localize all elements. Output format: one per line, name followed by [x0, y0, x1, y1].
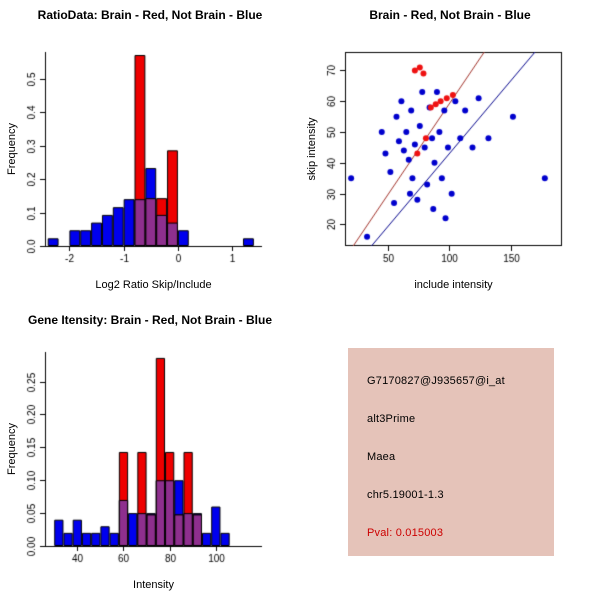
ratio-histogram-ylabel: Frequency	[6, 123, 18, 175]
ratio-histogram-xlabel: Log2 Ratio Skip/Include	[95, 279, 212, 291]
intensity-scatter-canvas	[300, 0, 600, 300]
gene-intensity-histogram-ylabel: Frequency	[6, 423, 18, 475]
chromosome-location-text: chr5.19001-1.3	[367, 489, 444, 501]
ratio-histogram-canvas	[0, 0, 300, 300]
gene-intensity-histogram-canvas	[0, 300, 300, 600]
intensity-scatter-title: Brain - Red, Not Brain - Blue	[369, 8, 531, 22]
panel-gene-info: G7170827@J935657@i_at alt3Prime Maea chr…	[300, 300, 600, 600]
panel-intensity-scatter: Brain - Red, Not Brain - Blue skip inten…	[300, 0, 600, 300]
pval-text: Pval: 0.015003	[367, 527, 444, 539]
gene-intensity-histogram-xlabel: Intensity	[133, 579, 174, 591]
panel-ratio-histogram: RatioData: Brain - Red, Not Brain - Blue…	[0, 0, 300, 300]
panel-gene-intensity-histogram: Gene Itensity: Brain - Red, Not Brain - …	[0, 300, 300, 600]
gene-info-box: G7170827@J935657@i_at alt3Prime Maea chr…	[348, 348, 554, 556]
intensity-scatter-xlabel: include intensity	[414, 279, 493, 291]
splice-type-text: alt3Prime	[367, 413, 416, 425]
intensity-scatter-ylabel: skip intensity	[306, 117, 318, 181]
probe-id-text: G7170827@J935657@i_at	[367, 375, 505, 387]
gene-intensity-histogram-title: Gene Itensity: Brain - Red, Not Brain - …	[27, 313, 273, 327]
ratio-histogram-title: RatioData: Brain - Red, Not Brain - Blue	[37, 8, 263, 22]
gene-name-text: Maea	[367, 451, 396, 463]
